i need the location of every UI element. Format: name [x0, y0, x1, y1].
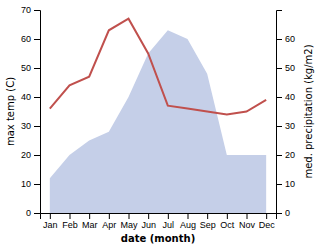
x-tick: Jul — [163, 213, 175, 230]
tick-label: 10 — [21, 179, 31, 189]
x-tick: May — [120, 213, 138, 230]
tick-mark — [276, 68, 282, 69]
x-axis: Jan Feb Mar Apr MayJun Jul Aug Sep Oct NovDec — [41, 213, 277, 230]
tick-label: 40 — [285, 92, 295, 102]
tick-label: Aug — [180, 220, 196, 230]
y-axis: 0 10 20 30 40 50 60 70 — [21, 5, 41, 218]
x-tick: Feb — [62, 213, 78, 230]
tick-mark — [50, 213, 51, 219]
y2-tick: 10 — [276, 179, 295, 189]
tick-mark — [207, 213, 208, 219]
x-tick: Apr — [102, 213, 116, 230]
chart: Jan Feb Mar Apr MayJun Jul Aug Sep Oct NovDec 0 10 2… — [0, 0, 318, 247]
x-tick: Oct — [220, 213, 235, 230]
y2-tick: 40 — [276, 92, 295, 102]
tick-mark — [89, 213, 90, 219]
tick-label: 30 — [285, 121, 295, 131]
y-tick: 40 — [21, 92, 40, 102]
y2-tick: 60 — [276, 34, 295, 44]
tick-label: 30 — [21, 121, 31, 131]
y-tick: 60 — [21, 34, 40, 44]
tick-mark — [276, 39, 282, 40]
tick-mark — [188, 213, 189, 219]
tick-label: 0 — [26, 208, 31, 218]
x-tick: Sep — [200, 213, 216, 230]
precipitation-area — [50, 30, 266, 213]
x-tick: Mar — [82, 213, 98, 230]
x-tick: Nov — [239, 213, 256, 230]
axis-line — [277, 11, 283, 214]
tick-label: Sep — [200, 220, 216, 230]
y-tick: 50 — [21, 63, 40, 73]
tick-label: 40 — [21, 92, 31, 102]
tick-label: Jul — [163, 220, 175, 230]
y2-axis: 0 10 20 30 40 50 60 — [276, 11, 295, 219]
tick-label: Oct — [220, 220, 235, 230]
tick-mark — [34, 126, 40, 127]
temperature-line — [50, 19, 266, 115]
tick-mark — [129, 213, 130, 219]
tick-mark — [148, 213, 149, 219]
y-tick: 70 — [21, 5, 40, 15]
tick-mark — [276, 184, 282, 185]
tick-mark — [34, 68, 40, 69]
tick-label: Apr — [102, 220, 116, 230]
tick-mark — [70, 213, 71, 219]
y-tick: 30 — [21, 121, 40, 131]
tick-label: 60 — [285, 34, 295, 44]
tick-mark — [34, 155, 40, 156]
tick-mark — [34, 39, 40, 40]
tick-mark — [247, 213, 248, 219]
x-tick: Jun — [141, 213, 156, 230]
axis-line — [34, 11, 41, 214]
tick-label: Jun — [141, 220, 156, 230]
tick-label: Dec — [259, 220, 276, 230]
tick-mark — [34, 10, 40, 11]
tick-label: Nov — [239, 220, 256, 230]
y2-tick: 30 — [276, 121, 295, 131]
tick-label: 20 — [21, 150, 31, 160]
tick-mark — [276, 155, 282, 156]
y-tick: 20 — [21, 150, 40, 160]
tick-mark — [168, 213, 169, 219]
tick-mark — [109, 213, 110, 219]
tick-label: Feb — [62, 220, 78, 230]
tick-label: May — [120, 220, 138, 230]
tick-mark — [276, 126, 282, 127]
x-axis-title: date (month) — [121, 233, 195, 244]
tick-mark — [276, 213, 282, 214]
tick-label: 70 — [21, 5, 31, 15]
y2-axis-title: med. precipitation (kg/m2) — [303, 44, 314, 178]
x-tick: Jan — [43, 213, 58, 230]
tick-label: 60 — [21, 34, 31, 44]
x-tick: Aug — [180, 213, 196, 230]
tick-mark — [227, 213, 228, 219]
tick-mark — [34, 184, 40, 185]
tick-label: 50 — [21, 63, 31, 73]
tick-label: 50 — [285, 63, 295, 73]
plot-area — [50, 19, 266, 213]
tick-mark — [276, 97, 282, 98]
tick-mark — [34, 213, 40, 214]
y2-tick: 20 — [276, 150, 295, 160]
axis-line — [41, 214, 277, 220]
y-axis-title: max temp (C) — [5, 77, 16, 146]
y-tick: 10 — [21, 179, 40, 189]
tick-mark — [34, 97, 40, 98]
y2-tick: 0 — [276, 208, 290, 218]
tick-label: Jan — [43, 220, 58, 230]
tick-label: 0 — [285, 208, 290, 218]
x-tick: Dec — [259, 213, 276, 230]
tick-label: Mar — [82, 220, 98, 230]
y2-tick: 50 — [276, 63, 295, 73]
y-tick: 0 — [26, 208, 40, 218]
tick-mark — [266, 213, 267, 219]
tick-label: 20 — [285, 150, 295, 160]
tick-label: 10 — [285, 179, 295, 189]
